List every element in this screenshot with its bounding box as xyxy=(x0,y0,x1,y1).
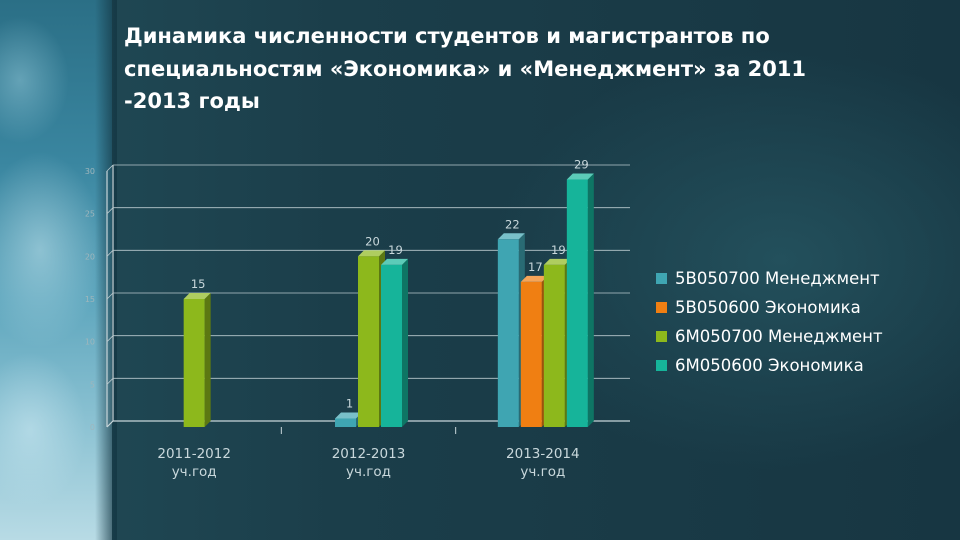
legend-swatch xyxy=(656,273,667,284)
bar-side xyxy=(587,173,594,427)
slide-title: Динамика численности студентов и магистр… xyxy=(124,24,807,114)
data-label: 29 xyxy=(574,158,589,172)
bar xyxy=(543,264,565,427)
legend-label: 5B050600 Экономика xyxy=(675,298,861,317)
x-tick-label: уч.год xyxy=(172,464,217,480)
legend-item: 6M050600 Экономика xyxy=(656,351,883,380)
gridline-depth xyxy=(106,250,114,257)
bar-top xyxy=(183,293,211,299)
legend-label: 5B050700 Менеджмент xyxy=(675,269,880,288)
bar xyxy=(520,281,542,427)
legend-item: 6M050700 Менеджмент xyxy=(656,322,883,351)
x-tick-label: 2013-2014 xyxy=(506,446,580,462)
data-label: 22 xyxy=(505,217,520,231)
data-label: 15 xyxy=(191,277,206,291)
wave-image xyxy=(0,0,112,540)
chart-legend: 5B050700 Менеджмент 5B050600 Экономика 6M0… xyxy=(656,264,883,380)
bar-top xyxy=(497,233,525,240)
bar xyxy=(335,418,356,427)
bar xyxy=(381,264,402,427)
gridline-depth xyxy=(106,207,114,214)
x-tick-label: 2012-2013 xyxy=(332,446,406,462)
legend-label: 6M050700 Менеджмент xyxy=(675,327,883,346)
wave-image-edge xyxy=(95,0,117,540)
bar-top xyxy=(381,258,408,265)
bar-top xyxy=(358,250,385,257)
y-tick-label: 5 xyxy=(90,380,95,389)
legend-item: 5B050600 Экономика xyxy=(656,293,883,322)
legend-item: 5B050700 Менеджмент xyxy=(656,264,883,293)
bar-top xyxy=(335,412,362,419)
legend-label: 6M050600 Экономика xyxy=(675,356,864,375)
data-label: 20 xyxy=(365,234,380,248)
y-tick-label: 20 xyxy=(85,252,95,261)
data-label: 19 xyxy=(388,243,403,257)
gridline-depth xyxy=(106,335,114,342)
y-tick-label: 25 xyxy=(85,210,95,219)
gridline-depth xyxy=(106,164,114,172)
x-tick-label: 2011-2012 xyxy=(157,446,231,462)
legend-swatch xyxy=(656,302,667,313)
bar xyxy=(566,179,588,427)
bar xyxy=(358,256,379,427)
x-tick-label: уч.год xyxy=(346,464,391,480)
gridline-depth xyxy=(106,378,114,385)
data-label: 17 xyxy=(528,260,543,274)
data-label: 1 xyxy=(346,396,353,410)
bar-side xyxy=(204,293,211,427)
bar-top xyxy=(566,173,594,180)
bar-top xyxy=(543,258,571,265)
y-tick-label: 10 xyxy=(85,338,95,347)
bar xyxy=(497,239,519,427)
y-tick-label: 0 xyxy=(90,423,95,432)
x-tick-label: уч.год xyxy=(520,464,565,480)
bar-top xyxy=(520,275,548,282)
gridline-depth xyxy=(106,292,114,300)
bar xyxy=(183,299,205,427)
y-tick-label: 15 xyxy=(85,295,95,304)
legend-swatch xyxy=(656,331,667,342)
bar-side xyxy=(402,258,408,427)
y-tick-label: 30 xyxy=(85,167,95,176)
data-label: 19 xyxy=(551,243,566,257)
legend-swatch xyxy=(656,360,667,371)
